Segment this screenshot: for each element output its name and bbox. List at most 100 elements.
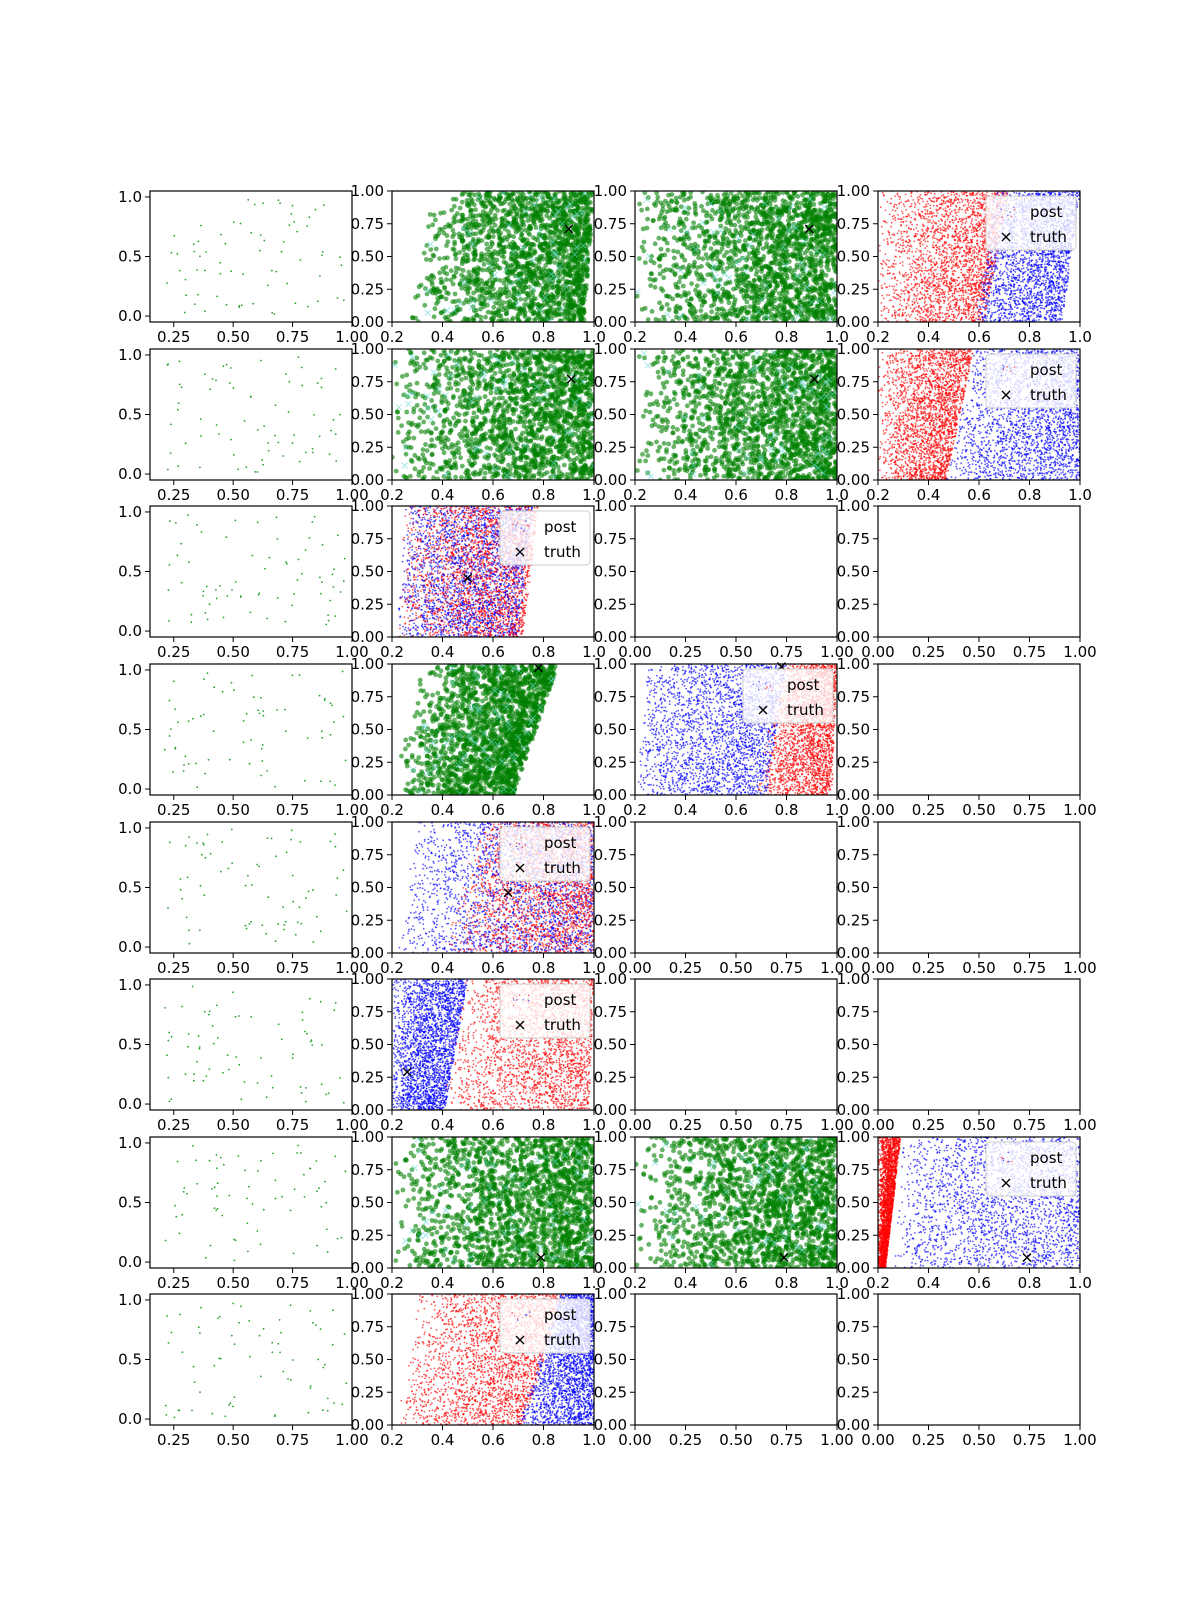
red-posterior-point xyxy=(933,214,935,217)
posterior-point xyxy=(732,206,737,211)
posterior-point xyxy=(814,235,819,241)
posterior-point xyxy=(536,265,542,270)
posterior-point xyxy=(721,269,726,275)
red-posterior-point xyxy=(939,227,942,230)
posterior-point xyxy=(444,271,450,277)
posterior-point xyxy=(533,236,539,242)
prior-point xyxy=(830,289,837,297)
posterior-point xyxy=(795,200,800,206)
red-posterior-point xyxy=(958,206,961,209)
posterior-point xyxy=(438,294,443,300)
posterior-point xyxy=(805,247,810,253)
red-posterior-point xyxy=(974,266,977,268)
posterior-point xyxy=(427,212,433,217)
red-posterior-point xyxy=(912,228,915,231)
posterior-point xyxy=(700,191,705,195)
red-posterior-point xyxy=(981,219,983,222)
red-posterior-point xyxy=(920,240,923,243)
posterior-point xyxy=(824,249,830,255)
sample-point xyxy=(271,311,274,314)
red-posterior-point xyxy=(926,200,929,203)
posterior-point xyxy=(492,197,497,203)
red-posterior-point xyxy=(960,294,963,297)
posterior-point xyxy=(489,274,495,279)
posterior-point xyxy=(575,261,581,267)
posterior-point xyxy=(444,243,449,249)
posterior-point xyxy=(471,268,476,274)
posterior-point xyxy=(757,277,763,283)
posterior-point xyxy=(784,191,790,195)
posterior-point xyxy=(554,200,559,206)
posterior-point xyxy=(653,277,658,283)
posterior-point xyxy=(769,235,775,241)
posterior-point xyxy=(738,249,743,255)
posterior-point xyxy=(637,201,642,207)
posterior-point xyxy=(499,319,504,322)
posterior-point xyxy=(670,318,676,322)
red-posterior-point xyxy=(903,205,906,208)
plot-area xyxy=(635,191,837,322)
posterior-point xyxy=(778,231,783,237)
posterior-point xyxy=(691,310,697,316)
prior-point xyxy=(711,273,719,281)
red-posterior-point xyxy=(944,220,947,223)
sample-point xyxy=(185,294,188,297)
prior-point xyxy=(755,308,762,315)
red-posterior-point xyxy=(966,282,969,285)
posterior-point xyxy=(540,248,546,253)
posterior-point xyxy=(753,289,759,295)
posterior-point xyxy=(444,277,449,282)
red-posterior-point xyxy=(903,250,906,253)
red-posterior-point xyxy=(916,289,918,292)
red-posterior-point xyxy=(961,208,963,211)
sample-point xyxy=(184,278,187,281)
posterior-point xyxy=(562,232,568,238)
red-posterior-point xyxy=(950,256,953,259)
posterior-point xyxy=(431,212,437,218)
posterior-point xyxy=(817,286,822,292)
posterior-point xyxy=(450,196,456,202)
posterior-point xyxy=(741,244,746,250)
posterior-point xyxy=(704,213,709,219)
posterior-point xyxy=(498,230,504,236)
red-posterior-point xyxy=(947,216,950,219)
prior-point xyxy=(796,304,803,311)
sample-point xyxy=(193,303,196,305)
posterior-point xyxy=(727,240,732,246)
prior-point xyxy=(664,311,671,319)
red-posterior-point xyxy=(898,218,901,221)
posterior-point xyxy=(577,220,583,226)
prior-point xyxy=(716,207,724,215)
red-posterior-point xyxy=(972,300,975,303)
red-posterior-point xyxy=(913,240,916,243)
sample-point xyxy=(233,221,235,224)
posterior-point xyxy=(818,309,824,315)
prior-point xyxy=(715,279,723,287)
posterior-point xyxy=(716,283,721,288)
posterior-point xyxy=(486,232,492,238)
posterior-point xyxy=(463,191,469,194)
sample-point xyxy=(296,230,299,233)
red-posterior-point xyxy=(924,289,926,292)
red-posterior-point xyxy=(962,228,965,231)
red-posterior-point xyxy=(910,283,913,285)
posterior-point xyxy=(831,225,836,230)
prior-point xyxy=(563,284,570,291)
red-posterior-point xyxy=(980,222,983,225)
posterior-point xyxy=(810,221,816,227)
posterior-point xyxy=(780,307,785,312)
posterior-point xyxy=(747,192,753,198)
red-posterior-point xyxy=(898,246,901,249)
posterior-point xyxy=(562,201,568,207)
red-posterior-point xyxy=(956,290,958,293)
red-posterior-point xyxy=(957,232,960,235)
posterior-point xyxy=(750,313,755,319)
posterior-point xyxy=(699,264,704,269)
panel-r1-c2: 0.2 0.4 0.6 0.8 1.00.000.250.500.751.00 xyxy=(351,182,606,346)
sample-point xyxy=(247,198,250,201)
posterior-point xyxy=(827,201,833,207)
posterior-point xyxy=(774,261,779,267)
red-posterior-point xyxy=(931,311,934,313)
red-posterior-point xyxy=(970,222,973,225)
posterior-point xyxy=(563,279,569,285)
